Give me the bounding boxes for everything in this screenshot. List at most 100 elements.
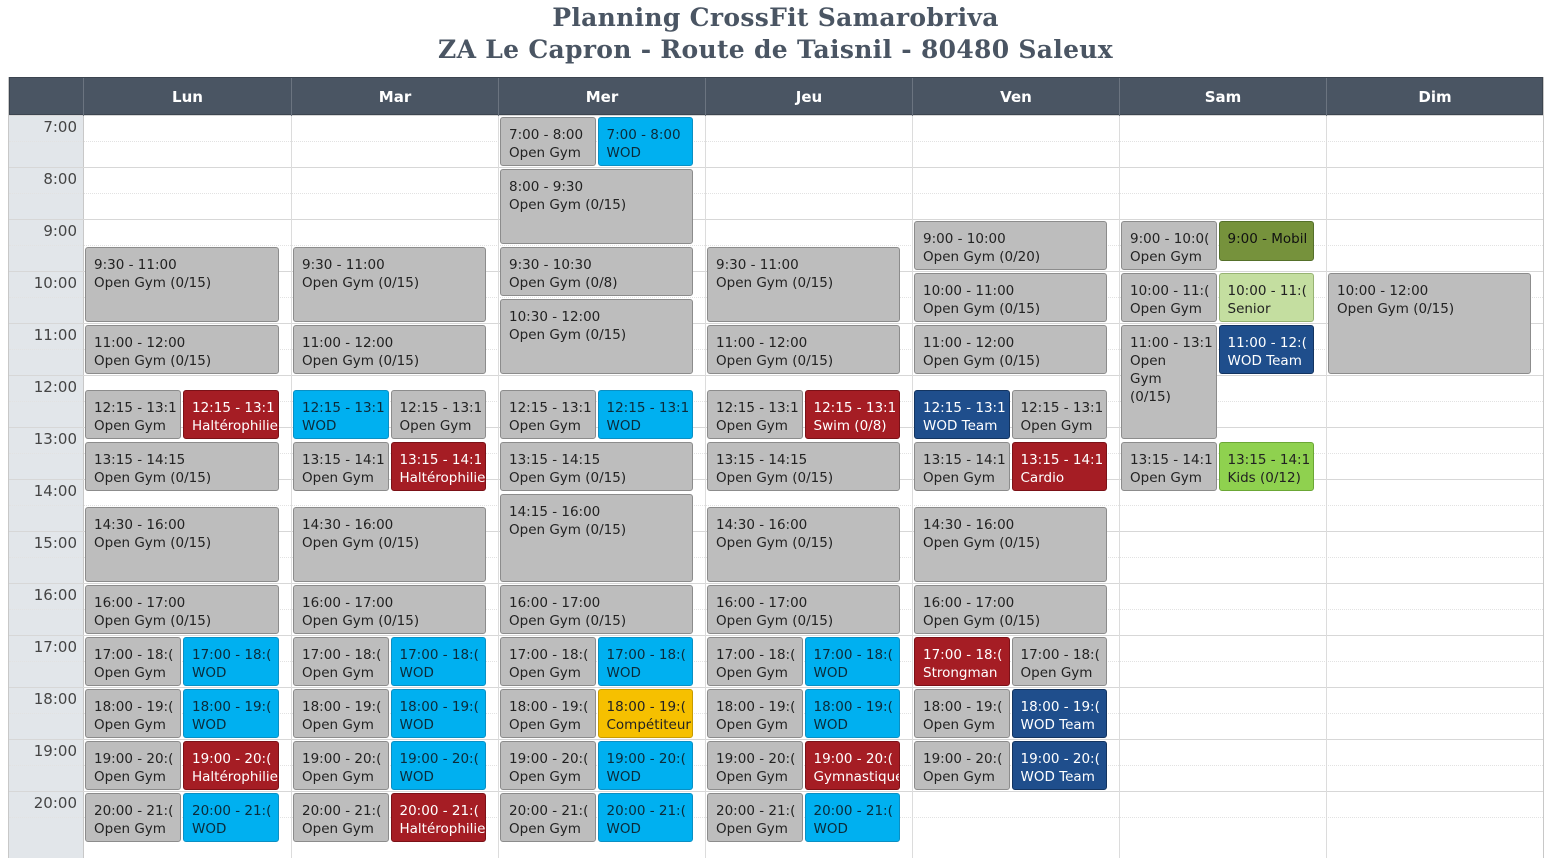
event-block[interactable]: 18:00 - 19:(Open Gym (707, 689, 803, 738)
event-block[interactable]: 16:00 - 17:00 Open Gym (0/15) (85, 585, 279, 634)
event-block[interactable]: 20:00 - 21:(WOD (597, 793, 693, 842)
event-block[interactable]: 17:00 - 18:(Open Gym (293, 637, 389, 686)
event-block[interactable]: 19:00 - 20:(Haltérophilie (183, 741, 279, 790)
event-block[interactable]: 17:00 - 18:(Open Gym (1011, 637, 1107, 686)
day-header-mer: Mer (498, 78, 705, 116)
event-block[interactable]: 9:00 - Mobil (1218, 221, 1314, 262)
event-block[interactable]: 12:15 - 13:1 Open Gym (85, 390, 181, 439)
event-block[interactable]: 14:30 - 16:00 Open Gym (0/15) (293, 507, 486, 582)
event-block[interactable]: 19:00 - 20:(Open Gym (707, 741, 803, 790)
event-block[interactable]: 10:00 - 11:00 Open Gym (0/15) (914, 273, 1107, 322)
event-block[interactable]: 17:00 - 18:(Open Gym (500, 637, 596, 686)
event-block[interactable]: 19:00 - 20:(WOD (597, 741, 693, 790)
event-block[interactable]: 18:00 - 19:(WOD (183, 689, 279, 738)
event-name: Open Gym (302, 665, 374, 681)
event-block[interactable]: 16:00 - 17:00 Open Gym (0/15) (914, 585, 1107, 634)
event-block[interactable]: 11:00 - 12:00 Open Gym (0/15) (85, 325, 279, 374)
event-block[interactable]: 13:15 - 14:15 Open Gym (0/15) (500, 442, 693, 491)
event-block[interactable]: 17:00 - 18:(WOD (804, 637, 900, 686)
event-block[interactable]: 10:00 - 11:(Open Gym (1121, 273, 1217, 322)
event-block[interactable]: 19:00 - 20:(Open Gym (500, 741, 596, 790)
event-block[interactable]: 13:15 - 14:15 Open Gym (0/15) (85, 442, 279, 491)
event-block[interactable]: 11:00 - 12:00 Open Gym (0/15) (707, 325, 900, 374)
event-block[interactable]: 13:15 - 14:1 Haltérophilie (390, 442, 486, 491)
event-block[interactable]: 20:00 - 21:(WOD (183, 793, 279, 842)
event-block[interactable]: 12:15 - 13:1 WOD Team (914, 390, 1010, 439)
event-block[interactable]: 17:00 - 18:(WOD (390, 637, 486, 686)
event-block[interactable]: 20:00 - 21:(WOD (804, 793, 900, 842)
event-block[interactable]: 13:15 - 14:1 Open Gym (293, 442, 389, 491)
event-block[interactable]: 12:15 - 13:1 WOD (597, 390, 693, 439)
event-block[interactable]: 9:30 - 11:00 Open Gym (0/15) (85, 247, 279, 322)
event-block[interactable]: 19:00 - 20:(WOD (390, 741, 486, 790)
event-block[interactable]: 20:00 - 21:(Open Gym (500, 793, 596, 842)
event-block[interactable]: 19:00 - 20:(Gymnastique (804, 741, 900, 790)
event-block[interactable]: 12:15 - 13:1 Swim (0/8) (804, 390, 900, 439)
event-block[interactable]: 18:00 - 19:(Open Gym (914, 689, 1010, 738)
event-name: Open Gym (94, 821, 166, 837)
event-block[interactable]: 14:30 - 16:00 Open Gym (0/15) (707, 507, 900, 582)
event-block[interactable]: 10:30 - 12:00 Open Gym (0/15) (500, 299, 693, 374)
event-block[interactable]: 7:00 - 8:00 Open Gym (500, 117, 596, 166)
event-block[interactable]: 18:00 - 19:(Open Gym (500, 689, 596, 738)
event-block[interactable]: 13:15 - 14:1 Cardio (1011, 442, 1107, 491)
event-block[interactable]: 20:00 - 21:(Haltérophilie (390, 793, 486, 842)
event-block[interactable]: 12:15 - 13:1 Open Gym (390, 390, 486, 439)
event-block[interactable]: 19:00 - 20:(Open Gym (293, 741, 389, 790)
event-block[interactable]: 19:00 - 20:(Open Gym (914, 741, 1010, 790)
event-block[interactable]: 11:00 - 12:(WOD Team (1218, 325, 1314, 374)
event-block[interactable]: 14:30 - 16:00 Open Gym (0/15) (914, 507, 1107, 582)
event-block[interactable]: 10:00 - 11:(Senior (1218, 273, 1314, 322)
event-name: Open Gym (94, 665, 166, 681)
event-block[interactable]: 10:00 - 12:00 Open Gym (0/15) (1328, 273, 1531, 374)
event-block[interactable]: 20:00 - 21:(Open Gym (293, 793, 389, 842)
event-block[interactable]: 20:00 - 21:(Open Gym (707, 793, 803, 842)
event-block[interactable]: 17:00 - 18:(Open Gym (707, 637, 803, 686)
event-block[interactable]: 12:15 - 13:1 Open Gym (707, 390, 803, 439)
event-block[interactable]: 18:00 - 19:(WOD Team (1011, 689, 1107, 738)
event-block[interactable]: 17:00 - 18:(WOD (597, 637, 693, 686)
event-block[interactable]: 12:15 - 13:1 Open Gym (1011, 390, 1107, 439)
event-block[interactable]: 16:00 - 17:00 Open Gym (0/15) (707, 585, 900, 634)
event-block[interactable]: 12:15 - 13:1 Haltérophilie (183, 390, 279, 439)
event-block[interactable]: 11:00 - 12:00 Open Gym (0/15) (293, 325, 486, 374)
event-block[interactable]: 11:00 - 12:00 Open Gym (0/15) (914, 325, 1107, 374)
event-name: Haltérophilie (399, 470, 486, 486)
event-block[interactable]: 16:00 - 17:00 Open Gym (0/15) (500, 585, 693, 634)
event-block[interactable]: 19:00 - 20:(Open Gym (85, 741, 181, 790)
event-block[interactable]: 9:30 - 11:00 Open Gym (0/15) (293, 247, 486, 322)
event-block[interactable]: 9:30 - 11:00 Open Gym (0/15) (707, 247, 900, 322)
event-block[interactable]: 12:15 - 13:1 WOD (293, 390, 389, 439)
event-block[interactable]: 14:30 - 16:00 Open Gym (0/15) (85, 507, 279, 582)
event-block[interactable]: 7:00 - 8:00 WOD (597, 117, 693, 166)
event-block[interactable]: 18:00 - 19:(WOD (390, 689, 486, 738)
time-label: 17:00 (33, 638, 77, 656)
event-block[interactable]: 18:00 - 19:(Open Gym (85, 689, 181, 738)
event-block[interactable]: 9:30 - 10:30 Open Gym (0/8) (500, 247, 693, 296)
event-name: Open Gym (0/15) (923, 353, 1041, 369)
event-block[interactable]: 8:00 - 9:30 Open Gym (0/15) (500, 169, 693, 244)
event-block[interactable]: 13:15 - 14:1 Kids (0/12) (1218, 442, 1314, 491)
event-block[interactable]: 17:00 - 18:(WOD (183, 637, 279, 686)
event-name: Haltérophilie (192, 769, 278, 785)
calendar-header: Lun Mar Mer Jeu Ven Sam Dim (9, 77, 1543, 116)
event-block[interactable]: 16:00 - 17:00 Open Gym (0/15) (293, 585, 486, 634)
event-block[interactable]: 14:15 - 16:00 Open Gym (0/15) (500, 494, 693, 582)
event-block[interactable]: 19:00 - 20:(WOD Team (1011, 741, 1107, 790)
event-block[interactable]: 20:00 - 21:(Open Gym (85, 793, 181, 842)
event-block[interactable]: 11:00 - 13:1 Open Gym (0/15) (1121, 325, 1217, 439)
event-block[interactable]: 17:00 - 18:(Strongman (914, 637, 1010, 686)
event-block[interactable]: 12:15 - 13:1 Open Gym (500, 390, 596, 439)
event-block[interactable]: 9:00 - 10:00 Open Gym (0/20) (914, 221, 1107, 270)
event-name: Open Gym (1020, 665, 1093, 681)
event-time: 12:15 - 13:1 (399, 400, 483, 416)
event-block[interactable]: 18:00 - 19:(Open Gym (293, 689, 389, 738)
event-block[interactable]: 13:15 - 14:1 Open Gym (914, 442, 1010, 491)
event-block[interactable]: 18:00 - 19:(WOD (804, 689, 900, 738)
event-block[interactable]: 13:15 - 14:1 Open Gym (1121, 442, 1217, 491)
event-block[interactable]: 9:00 - 10:0(Open Gym (1121, 221, 1217, 270)
event-time: 17:00 - 18:( (923, 647, 1003, 663)
event-block[interactable]: 13:15 - 14:15 Open Gym (0/15) (707, 442, 900, 491)
event-block[interactable]: 18:00 - 19:(Compétiteur (597, 689, 693, 738)
event-block[interactable]: 17:00 - 18:(Open Gym (85, 637, 181, 686)
